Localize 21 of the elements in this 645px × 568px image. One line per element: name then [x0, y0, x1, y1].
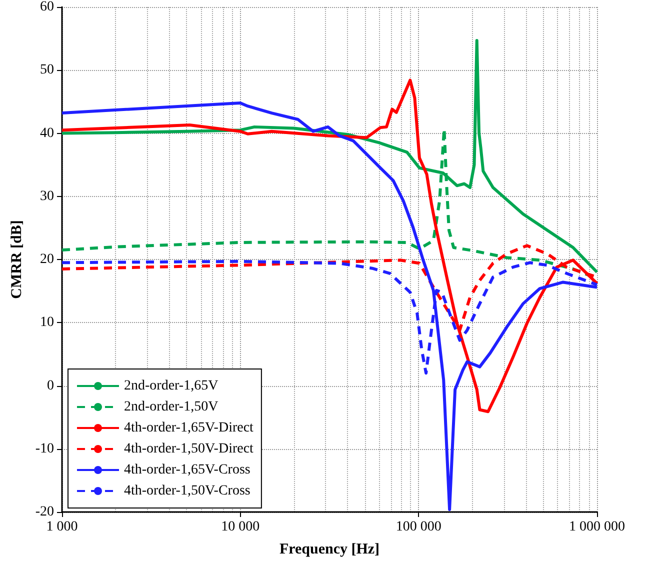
x-tick-label: 1 000	[46, 520, 78, 534]
y-tick-label: 40	[40, 126, 54, 141]
x-axis-title: Frequency [Hz]	[279, 542, 380, 558]
y-axis-title: CMRR [dB]	[8, 220, 25, 299]
x-tick-label: 10 000	[221, 520, 260, 534]
y-tick-label: 20	[40, 252, 54, 267]
legend-label: 4th-order-1,50V-Direct	[124, 442, 254, 456]
y-tick-label: 0	[47, 378, 54, 394]
legend-label: 4th-order-1,65V-Direct	[124, 420, 254, 436]
legend-label: 4th-order-1,50V-Cross	[124, 484, 250, 498]
legend-label: 4th-order-1,65V-Cross	[124, 462, 250, 478]
y-tick-label: -10	[35, 441, 54, 456]
legend-label: 2nd-order-1,65V	[124, 378, 218, 394]
y-tick-label: 60	[40, 0, 54, 14]
x-tick-label: 100 000	[396, 520, 442, 534]
legend-label: 2nd-order-1,50V	[124, 400, 218, 414]
y-tick-label: 50	[40, 62, 54, 78]
x-tick-label: 1 000 000	[569, 520, 625, 534]
y-tick-label: -20	[35, 504, 54, 520]
y-tick-label: 30	[40, 188, 54, 204]
y-tick-label: 10	[40, 315, 54, 330]
